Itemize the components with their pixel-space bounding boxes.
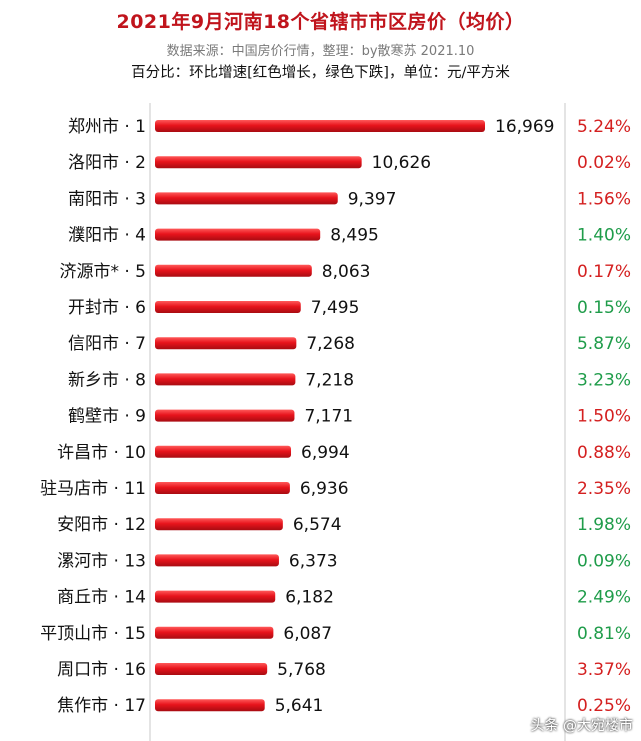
bar (155, 156, 362, 169)
category-label: 驻马店市 · 11 (40, 479, 146, 499)
value-label: 6,574 (293, 515, 342, 535)
value-label: 6,994 (301, 443, 350, 463)
growth-label: 0.81% (577, 624, 631, 644)
growth-label: 0.02% (577, 153, 631, 173)
growth-label: 0.88% (577, 443, 631, 463)
growth-label: 0.17% (577, 262, 631, 282)
bar (155, 228, 321, 241)
bar (155, 663, 268, 675)
growth-label: 3.37% (577, 660, 631, 680)
data-source-note: 数据来源：中国房价行情，整理：by散寒苏 2021.10 (166, 44, 475, 59)
bar (155, 590, 276, 603)
value-label: 9,397 (348, 189, 397, 209)
bar (155, 699, 265, 712)
growth-label: 0.15% (577, 298, 631, 318)
growth-label: 1.50% (577, 407, 631, 427)
value-label: 7,171 (304, 407, 353, 427)
value-label: 8,495 (330, 226, 379, 246)
category-label: 洛阳市 · 2 (68, 153, 146, 173)
value-label: 5,641 (275, 696, 324, 716)
bar (155, 626, 274, 639)
growth-label: 1.98% (577, 515, 631, 535)
growth-label: 0.09% (577, 551, 631, 571)
growth-label: 2.49% (577, 588, 631, 608)
growth-label: 0.25% (577, 696, 631, 716)
growth-label: 1.40% (577, 226, 631, 246)
category-label: 许昌市 · 10 (57, 443, 146, 463)
bar (155, 192, 338, 205)
category-label: 郑州市 · 1 (68, 117, 146, 137)
value-label: 6,373 (289, 551, 338, 571)
bar (155, 120, 485, 132)
chart-title: 2021年9月河南18个省辖市市区房价（均价） (116, 11, 525, 33)
bar (155, 373, 296, 386)
category-label: 新乡市 · 8 (68, 370, 146, 390)
growth-label: 3.23% (577, 370, 631, 390)
bar (155, 409, 295, 422)
growth-label: 5.24% (577, 117, 631, 137)
category-label: 鹤壁市 · 9 (68, 407, 146, 427)
category-label: 南阳市 · 3 (68, 189, 146, 209)
bar (155, 482, 290, 494)
bar (155, 337, 297, 350)
category-label: 周口市 · 16 (57, 660, 146, 680)
bar (155, 518, 283, 531)
category-label: 安阳市 · 12 (57, 515, 146, 535)
category-label: 信阳市 · 7 (68, 334, 146, 354)
category-label: 濮阳市 · 4 (68, 226, 146, 246)
bar (155, 554, 279, 567)
plot-area: 郑州市 · 1 16,969 5.24% 洛阳市 · 2 10,626 0.02% 南阳市 … (40, 117, 631, 716)
growth-label: 2.35% (577, 479, 631, 499)
value-label: 7,268 (306, 334, 355, 354)
value-label: 5,768 (277, 660, 326, 680)
bar (155, 301, 301, 313)
category-label: 漯河市 · 13 (57, 551, 146, 571)
category-label: 商丘市 · 14 (57, 588, 146, 608)
growth-label: 1.56% (577, 189, 631, 209)
bar (155, 445, 292, 458)
category-label: 济源市* · 5 (59, 262, 146, 282)
value-label: 10,626 (372, 153, 431, 173)
value-label: 7,495 (311, 298, 360, 318)
value-label: 6,087 (283, 624, 332, 644)
value-label: 7,218 (305, 370, 354, 390)
value-label: 6,936 (300, 479, 349, 499)
category-label: 平顶山市 · 15 (40, 624, 146, 644)
chart-subtitle: 百分比：环比增速[红色增长，绿色下跌]，单位：元/平方米 (131, 65, 510, 81)
watermark: 头条 @大宛楼市 (530, 718, 633, 734)
category-label: 开封市 · 6 (68, 298, 146, 318)
value-label: 16,969 (495, 117, 554, 137)
value-label: 6,182 (285, 588, 334, 608)
value-label: 8,063 (322, 262, 371, 282)
category-label: 焦作市 · 17 (57, 696, 146, 716)
bar (155, 264, 312, 277)
growth-label: 5.87% (577, 334, 631, 354)
